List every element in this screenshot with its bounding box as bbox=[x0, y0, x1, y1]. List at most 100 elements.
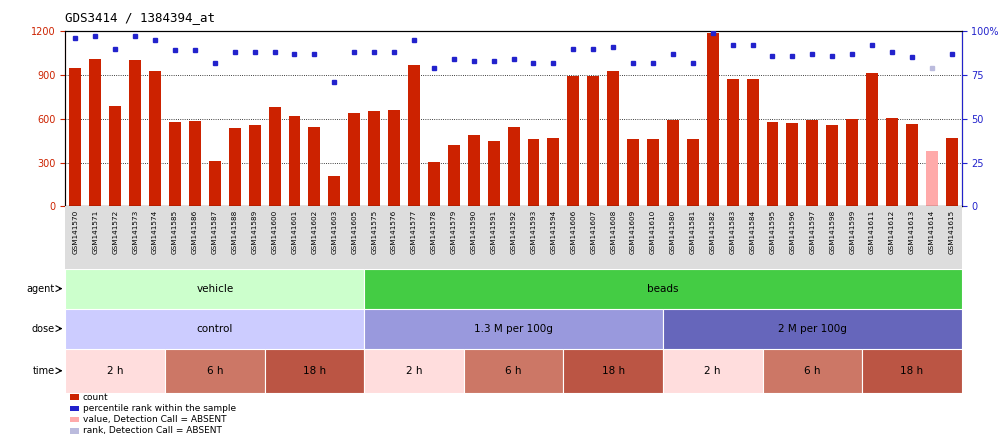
Bar bbox=[627, 139, 639, 206]
Bar bbox=[886, 118, 898, 206]
Text: GSM141585: GSM141585 bbox=[172, 210, 178, 254]
Bar bbox=[827, 125, 838, 206]
Text: time: time bbox=[32, 366, 54, 376]
Bar bbox=[946, 138, 958, 206]
Text: GDS3414 / 1384394_at: GDS3414 / 1384394_at bbox=[65, 12, 215, 24]
Text: GSM141572: GSM141572 bbox=[112, 210, 118, 254]
Text: GSM141580: GSM141580 bbox=[670, 210, 676, 254]
Text: GSM141594: GSM141594 bbox=[551, 210, 557, 254]
Text: GSM141610: GSM141610 bbox=[650, 210, 656, 254]
Bar bbox=[308, 127, 320, 206]
Bar bbox=[229, 127, 241, 206]
Text: GSM141602: GSM141602 bbox=[311, 210, 317, 254]
Text: 18 h: 18 h bbox=[900, 366, 923, 376]
Text: GSM141577: GSM141577 bbox=[411, 210, 417, 254]
Bar bbox=[110, 106, 121, 206]
Bar bbox=[807, 120, 819, 206]
Text: 18 h: 18 h bbox=[601, 366, 624, 376]
Text: GSM141597: GSM141597 bbox=[810, 210, 816, 254]
Text: GSM141611: GSM141611 bbox=[869, 210, 875, 254]
Text: agent: agent bbox=[26, 284, 54, 293]
Text: GSM141599: GSM141599 bbox=[849, 210, 855, 254]
Text: GSM141613: GSM141613 bbox=[909, 210, 915, 254]
Text: vehicle: vehicle bbox=[196, 284, 234, 293]
Text: GSM141574: GSM141574 bbox=[152, 210, 158, 254]
Bar bbox=[464, 349, 563, 393]
Text: GSM141609: GSM141609 bbox=[630, 210, 636, 254]
Bar bbox=[269, 107, 281, 206]
Bar bbox=[448, 145, 460, 206]
Bar bbox=[65, 349, 165, 393]
Bar bbox=[90, 59, 102, 206]
Text: GSM141607: GSM141607 bbox=[590, 210, 596, 254]
Bar bbox=[249, 125, 261, 206]
Bar bbox=[766, 122, 778, 206]
Text: dose: dose bbox=[31, 324, 54, 333]
Bar bbox=[369, 111, 380, 206]
Bar bbox=[548, 138, 559, 206]
Text: GSM141608: GSM141608 bbox=[610, 210, 616, 254]
Bar bbox=[69, 67, 82, 206]
Text: GSM141590: GSM141590 bbox=[470, 210, 476, 254]
Text: 2 M per 100g: 2 M per 100g bbox=[777, 324, 847, 333]
Text: value, Detection Call = ABSENT: value, Detection Call = ABSENT bbox=[83, 415, 227, 424]
Text: 18 h: 18 h bbox=[303, 366, 326, 376]
Text: GSM141584: GSM141584 bbox=[749, 210, 755, 254]
Text: GSM141598: GSM141598 bbox=[829, 210, 835, 254]
Bar bbox=[129, 60, 141, 206]
Bar bbox=[862, 349, 962, 393]
Text: GSM141612: GSM141612 bbox=[889, 210, 895, 254]
Bar bbox=[906, 124, 917, 206]
Text: percentile rank within the sample: percentile rank within the sample bbox=[83, 404, 236, 413]
Text: GSM141581: GSM141581 bbox=[690, 210, 696, 254]
Text: 6 h: 6 h bbox=[206, 366, 224, 376]
Bar bbox=[667, 120, 679, 206]
Bar bbox=[925, 151, 938, 206]
Text: GSM141603: GSM141603 bbox=[331, 210, 337, 254]
Bar bbox=[607, 71, 619, 206]
Text: GSM141600: GSM141600 bbox=[272, 210, 278, 254]
Bar bbox=[365, 349, 464, 393]
Text: 6 h: 6 h bbox=[804, 366, 821, 376]
Text: GSM141575: GSM141575 bbox=[372, 210, 378, 254]
Bar bbox=[707, 33, 719, 206]
Text: 6 h: 6 h bbox=[506, 366, 522, 376]
Bar bbox=[528, 139, 540, 206]
Text: GSM141576: GSM141576 bbox=[391, 210, 397, 254]
Text: GSM141579: GSM141579 bbox=[451, 210, 457, 254]
Bar bbox=[687, 139, 699, 206]
Bar bbox=[165, 349, 265, 393]
Text: 2 h: 2 h bbox=[107, 366, 124, 376]
Text: GSM141606: GSM141606 bbox=[570, 210, 576, 254]
Bar bbox=[169, 123, 181, 206]
Text: GSM141615: GSM141615 bbox=[949, 210, 955, 254]
Bar bbox=[866, 73, 878, 206]
Text: GSM141596: GSM141596 bbox=[789, 210, 796, 254]
Bar bbox=[648, 139, 659, 206]
Bar bbox=[567, 76, 579, 206]
Bar bbox=[762, 349, 862, 393]
Bar bbox=[587, 76, 599, 206]
Text: GSM141591: GSM141591 bbox=[490, 210, 496, 254]
Bar bbox=[508, 127, 520, 206]
Text: GSM141587: GSM141587 bbox=[211, 210, 218, 254]
Bar bbox=[265, 349, 365, 393]
Bar bbox=[289, 116, 300, 206]
Bar bbox=[846, 119, 858, 206]
Bar bbox=[428, 162, 440, 206]
Text: GSM141605: GSM141605 bbox=[351, 210, 357, 254]
Text: GSM141571: GSM141571 bbox=[93, 210, 99, 254]
Text: GSM141601: GSM141601 bbox=[291, 210, 297, 254]
Text: count: count bbox=[83, 393, 108, 402]
Bar bbox=[487, 141, 499, 206]
Bar bbox=[746, 79, 758, 206]
Text: GSM141570: GSM141570 bbox=[73, 210, 79, 254]
Text: beads: beads bbox=[648, 284, 679, 293]
Text: GSM141589: GSM141589 bbox=[252, 210, 258, 254]
Bar bbox=[663, 349, 762, 393]
Text: GSM141582: GSM141582 bbox=[710, 210, 716, 254]
Text: 2 h: 2 h bbox=[705, 366, 721, 376]
Text: GSM141588: GSM141588 bbox=[232, 210, 238, 254]
Text: 2 h: 2 h bbox=[406, 366, 422, 376]
Bar bbox=[65, 309, 365, 349]
